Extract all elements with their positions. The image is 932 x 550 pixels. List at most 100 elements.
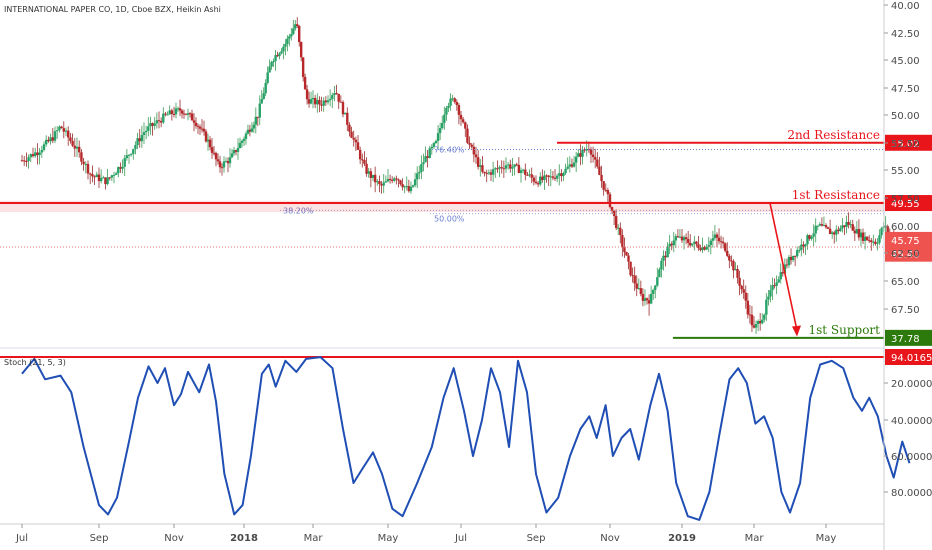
- candle-body: [254, 116, 258, 125]
- y-tick-label: 45.00: [891, 56, 920, 67]
- candle-body: [204, 131, 208, 142]
- candle-body: [405, 186, 408, 188]
- candle-body: [416, 173, 419, 180]
- candle-body: [149, 123, 152, 127]
- candle-body: [647, 300, 651, 304]
- candle-body: [785, 264, 789, 266]
- candle-body: [654, 285, 657, 291]
- stoch-level-tag-text: 94.0165: [891, 353, 932, 364]
- y-tick-label: 40.00: [891, 1, 920, 12]
- candle-body: [713, 234, 717, 239]
- candle-body: [839, 228, 842, 232]
- candle-body: [266, 72, 269, 83]
- candle-body: [806, 235, 809, 245]
- candle-body: [553, 177, 557, 179]
- candle-body: [424, 156, 427, 163]
- level-label: 1st Support: [808, 323, 880, 337]
- candle-body: [705, 247, 708, 250]
- candle-body: [62, 128, 65, 132]
- candle-body: [515, 164, 518, 166]
- candle-body: [498, 167, 501, 169]
- candle-body: [500, 167, 503, 169]
- candle-body: [649, 293, 653, 304]
- candle-body: [196, 125, 200, 127]
- candle-body: [184, 113, 188, 115]
- candle-body: [684, 237, 688, 240]
- candle-body: [730, 260, 733, 262]
- candle-body: [711, 238, 715, 241]
- candles: [20, 17, 900, 335]
- candle-body: [560, 173, 563, 177]
- candle-body: [361, 159, 364, 161]
- candle-body: [395, 178, 398, 180]
- candle-body: [326, 100, 330, 103]
- y-tick-label: 62.50: [891, 249, 920, 260]
- candle-body: [691, 243, 694, 246]
- candle-body: [337, 93, 340, 102]
- x-tick-label: Mar: [304, 533, 324, 544]
- candle-body: [31, 154, 35, 157]
- candle-body: [629, 261, 632, 276]
- candle-body: [443, 114, 446, 123]
- price-pane[interactable]: 76.40% 38.20% 50.00% 2nd Resistance 55.02 1st…: [0, 17, 932, 346]
- x-tick-label: May: [816, 533, 837, 544]
- candle-body: [496, 168, 499, 170]
- candle-body: [726, 250, 729, 256]
- candle-body: [91, 174, 94, 177]
- candle-body: [841, 225, 844, 229]
- candle-body: [734, 269, 737, 271]
- candle-body: [373, 174, 377, 183]
- candle-body: [299, 42, 303, 58]
- candle-body: [260, 99, 263, 104]
- x-tick-label: Nov: [164, 533, 184, 544]
- candle-body: [596, 159, 599, 167]
- candle-body: [95, 174, 98, 178]
- candle-body: [474, 154, 478, 158]
- candle-body: [524, 169, 527, 175]
- candle-body: [256, 116, 259, 118]
- level-price-tag: [885, 329, 932, 346]
- candle-body: [166, 114, 169, 116]
- candle-body: [288, 36, 291, 39]
- candle-body: [322, 100, 325, 106]
- candle-body: [847, 221, 850, 225]
- candle-body: [789, 256, 793, 261]
- candle-body: [378, 181, 381, 185]
- candle-body: [738, 277, 741, 286]
- stochastic-pane[interactable]: 94.0165: [0, 349, 932, 521]
- candle-body: [470, 144, 473, 147]
- stoch-y-tick-label: 20.0000: [891, 379, 932, 390]
- y-tick-label: 50.00: [891, 111, 920, 122]
- candle-body: [886, 226, 889, 233]
- candle-body: [532, 177, 536, 182]
- candle-body: [58, 126, 61, 131]
- candle-body: [117, 167, 120, 174]
- candle-body: [547, 175, 550, 177]
- candle-body: [71, 140, 74, 146]
- level-label: 1st Resistance: [792, 188, 880, 202]
- candle-body: [164, 113, 167, 115]
- candle-body: [305, 89, 309, 100]
- candle-body: [397, 179, 400, 181]
- candle-body: [572, 162, 576, 167]
- candle-body: [78, 146, 81, 153]
- candle-body: [851, 224, 854, 231]
- candle-body: [543, 175, 546, 180]
- candle-body: [393, 178, 396, 181]
- candle-body: [652, 290, 655, 294]
- candle-body: [631, 275, 634, 277]
- candle-body: [666, 246, 669, 258]
- candle-body: [313, 97, 317, 105]
- candle-body: [240, 140, 244, 143]
- candle-body: [432, 143, 436, 147]
- candle-body: [93, 176, 96, 178]
- candle-body: [51, 137, 54, 141]
- y-tick-label: 65.00: [891, 277, 920, 288]
- candle-body: [466, 128, 469, 143]
- candle-body: [441, 122, 444, 129]
- candle-body: [20, 160, 24, 162]
- candle-body: [208, 139, 212, 148]
- candle-body: [367, 171, 370, 174]
